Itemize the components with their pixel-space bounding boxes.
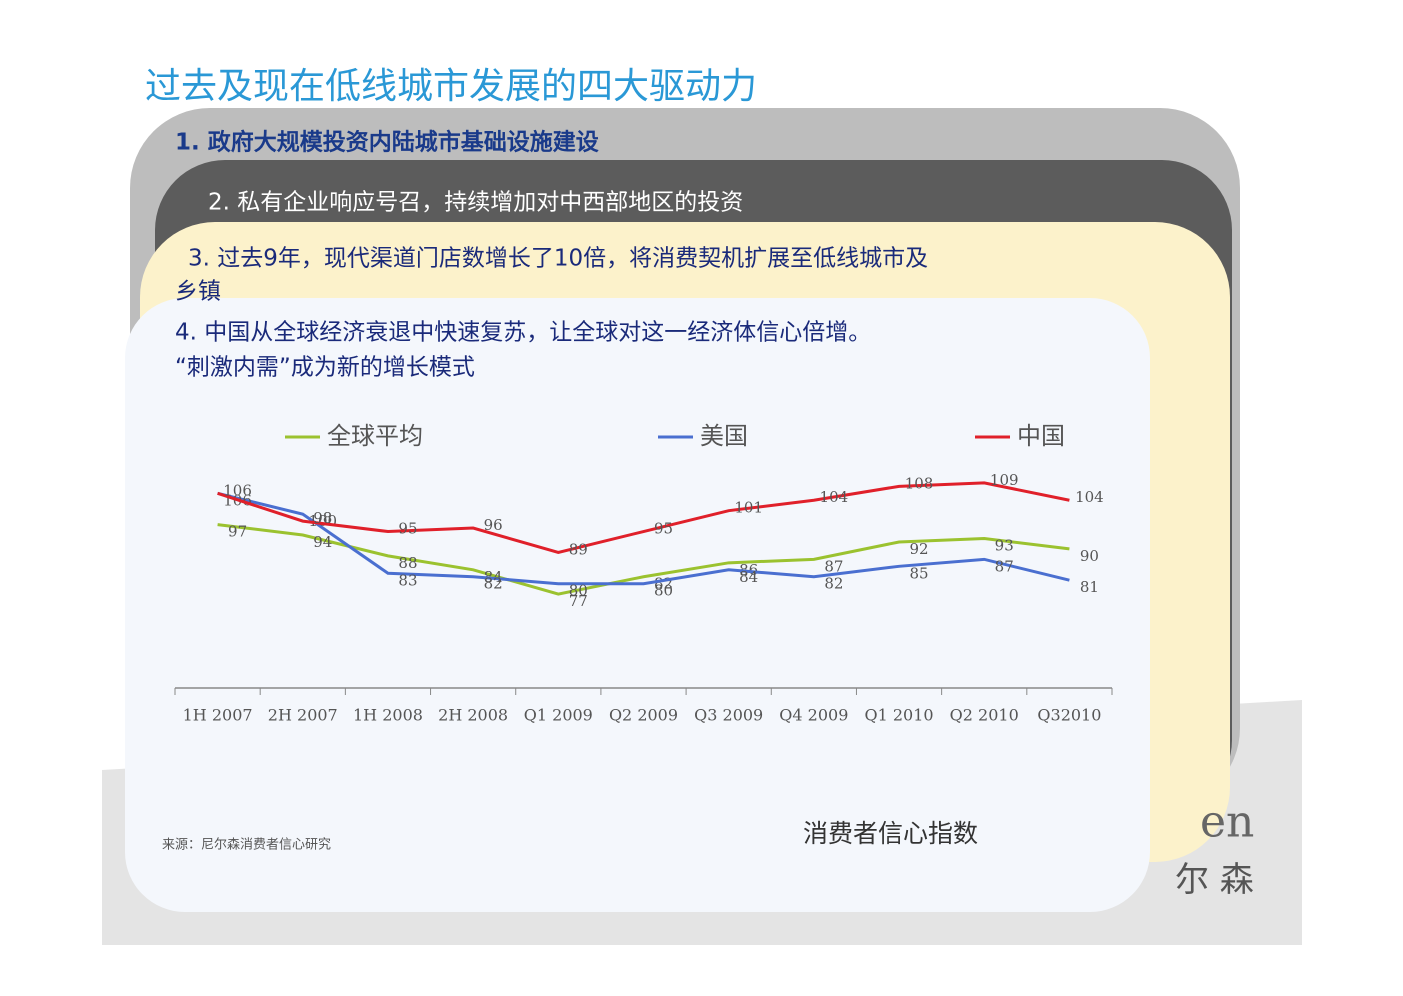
logo-text: 尔 森 [1175, 860, 1254, 900]
panel-4 [125, 298, 1150, 912]
data-label: 93 [995, 536, 1014, 554]
data-label: 87 [995, 557, 1014, 575]
data-label: 106 [223, 481, 252, 499]
data-label: 94 [313, 533, 332, 551]
x-tick-label: 1H 2007 [183, 706, 253, 725]
x-tick-label: 1H 2008 [353, 706, 423, 725]
point: “刺激内需”成为新的增长模式 [175, 355, 475, 381]
point: 1. 政府大规模投资内陆城市基础设施建设 [175, 129, 599, 156]
x-tick-label: 2H 2007 [268, 706, 338, 725]
data-label: 77 [569, 592, 588, 610]
line [217, 481, 1070, 554]
data-label: 80 [569, 582, 588, 600]
caption: 消费者信心指数 [803, 819, 978, 848]
logo-text: en [1200, 797, 1254, 848]
point: 2. 私有企业响应号召，持续增加对中西部地区的投资 [208, 190, 743, 216]
x-tick-label: Q4 2009 [779, 706, 848, 725]
data-label: 108 [905, 474, 934, 492]
data-label: 82 [824, 575, 843, 593]
data-label: 81 [1080, 578, 1099, 596]
data-label: 92 [909, 540, 928, 558]
x-tick-label: Q2 2010 [950, 706, 1019, 725]
x-tick-label: Q1 2010 [864, 706, 933, 725]
data-label: 80 [654, 582, 673, 600]
legend-label: 美国 [700, 422, 748, 450]
data-label: 90 [1080, 547, 1099, 565]
x-tick-label: Q32010 [1037, 706, 1101, 725]
data-label: 96 [484, 516, 503, 534]
line [217, 491, 1070, 586]
data-label: 104 [1075, 488, 1104, 506]
data-label: 87 [824, 557, 843, 575]
line [217, 523, 1070, 596]
source: 来源：尼尔森消费者信心研究 [162, 838, 331, 853]
data-label: 95 [654, 520, 673, 538]
data-label: 84 [739, 568, 758, 586]
data-label: 85 [909, 564, 928, 582]
data-label: 97 [228, 523, 247, 541]
x-tick-label: Q3 2009 [694, 706, 763, 725]
x-tick-label: Q1 2009 [524, 706, 593, 725]
slide-title: 过去及现在低线城市发展的四大驱动力 [145, 66, 757, 107]
data-label: 86 [739, 561, 758, 579]
x-tick-label: 2H 2008 [438, 706, 508, 725]
data-label: 109 [990, 471, 1019, 489]
point: 4. 中国从全球经济衰退中快速复苏，让全球对这一经济体信心倍增。 [175, 320, 871, 346]
data-label: 98 [313, 509, 332, 527]
x-tick-label: Q2 2009 [609, 706, 678, 725]
data-label: 83 [398, 571, 417, 589]
data-label: 95 [398, 520, 417, 538]
data-label: 88 [398, 554, 417, 572]
data-label: 101 [734, 499, 763, 517]
legend-label: 全球平均 [327, 422, 423, 450]
legend-label: 中国 [1017, 422, 1065, 450]
data-label: 89 [569, 540, 588, 558]
point: 3. 过去9年，现代渠道门店数增长了10倍，将消费契机扩展至低线城市及 [188, 246, 928, 272]
point: 乡镇 [175, 279, 221, 305]
data-label: 82 [484, 575, 503, 593]
data-label: 84 [484, 568, 503, 586]
data-label: 104 [820, 488, 849, 506]
